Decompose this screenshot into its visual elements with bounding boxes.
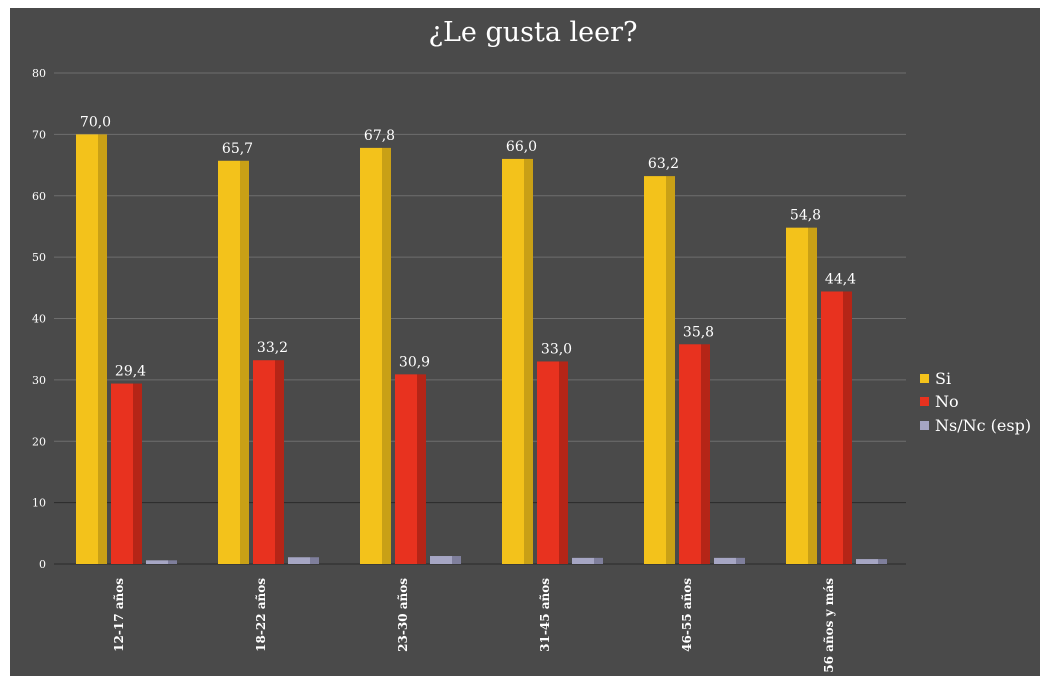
grid-lines	[54, 72, 906, 565]
legend-swatch	[920, 374, 929, 383]
bar	[360, 147, 382, 564]
x-tick-label: 56 años y más	[822, 578, 836, 673]
bar-side	[133, 383, 142, 564]
bar	[253, 360, 275, 564]
x-tick-label: 12-17 años	[112, 578, 126, 652]
legend-swatch	[920, 397, 929, 406]
y-tick-label: 30	[32, 374, 46, 387]
legend-entry: Ns/Nc (esp)	[935, 416, 1031, 435]
bar-side	[559, 361, 568, 564]
x-tick-label: 23-30 años	[396, 578, 410, 652]
y-tick-label: 20	[32, 435, 46, 448]
bar-side	[168, 560, 177, 564]
bar	[821, 291, 843, 564]
bar	[714, 557, 736, 564]
data-label: 65,7	[222, 141, 253, 157]
data-label: 44,4	[825, 271, 856, 287]
y-tick-label: 80	[32, 67, 46, 80]
x-tick-label: 18-22 años	[254, 578, 268, 652]
bar-side	[843, 291, 852, 564]
data-label: 33,0	[541, 341, 572, 357]
data-label: 66,0	[506, 139, 537, 155]
data-label: 70,0	[80, 114, 111, 130]
bar-side	[382, 147, 391, 564]
x-tick-label: 46-55 años	[680, 578, 694, 652]
data-label: 33,2	[257, 340, 288, 356]
y-axis: 0 10 20 30 40 50 60 70 80	[32, 67, 46, 571]
chart-frame: ¿Le gusta leer? 0 10 20 30 40 50 60 70 80 70,0 29…	[10, 8, 1040, 676]
bar-side	[310, 557, 319, 564]
bar	[572, 557, 594, 564]
bar	[502, 158, 524, 565]
data-label: 63,2	[648, 156, 679, 172]
bar-side	[878, 559, 887, 564]
bar-side	[808, 227, 817, 565]
bar	[856, 559, 878, 564]
bar	[786, 227, 808, 565]
bar	[679, 344, 701, 564]
legend: Si No Ns/Nc (esp)	[920, 369, 1031, 435]
bar-side	[524, 158, 533, 565]
legend-entry: Si	[935, 369, 951, 388]
bar-side	[417, 374, 426, 564]
legend-swatch	[920, 421, 929, 430]
bar-side	[452, 556, 461, 564]
bar-side	[701, 344, 710, 564]
data-label: 30,9	[399, 354, 430, 370]
bar	[537, 361, 559, 564]
bar-side	[275, 360, 284, 564]
y-tick-label: 60	[32, 190, 46, 203]
data-label: 35,8	[683, 324, 714, 340]
y-tick-label: 70	[32, 128, 46, 141]
bar	[395, 374, 417, 564]
bar-side	[98, 134, 107, 564]
y-tick-label: 40	[32, 313, 46, 326]
x-axis: 12-17 años 18-22 años 23-30 años 31-45 años…	[112, 578, 836, 673]
y-tick-label: 0	[39, 558, 46, 571]
data-label: 67,8	[364, 128, 395, 144]
bar	[644, 176, 666, 565]
y-tick-label: 50	[32, 251, 46, 264]
data-label: 29,4	[115, 364, 146, 380]
chart-title: ¿Le gusta leer?	[429, 17, 638, 48]
bars: 70,0 29,4 65,7 33,2 67,8 30,9 66,0 33,0 63,2 35,8…	[76, 114, 887, 565]
bar	[146, 560, 168, 564]
legend-entry: No	[935, 392, 959, 411]
bar-side	[594, 557, 603, 564]
bar-chart: ¿Le gusta leer? 0 10 20 30 40 50 60 70 80 70,0 29…	[32, 17, 1031, 673]
bar	[76, 134, 98, 564]
bar-side	[736, 557, 745, 564]
bar	[430, 556, 452, 564]
bar-side	[240, 160, 249, 565]
bar	[288, 557, 310, 564]
bar	[218, 160, 240, 565]
y-tick-label: 10	[32, 497, 46, 510]
data-label: 54,8	[790, 208, 821, 224]
bar	[111, 383, 133, 564]
bar-side	[666, 176, 675, 565]
x-tick-label: 31-45 años	[538, 578, 552, 652]
